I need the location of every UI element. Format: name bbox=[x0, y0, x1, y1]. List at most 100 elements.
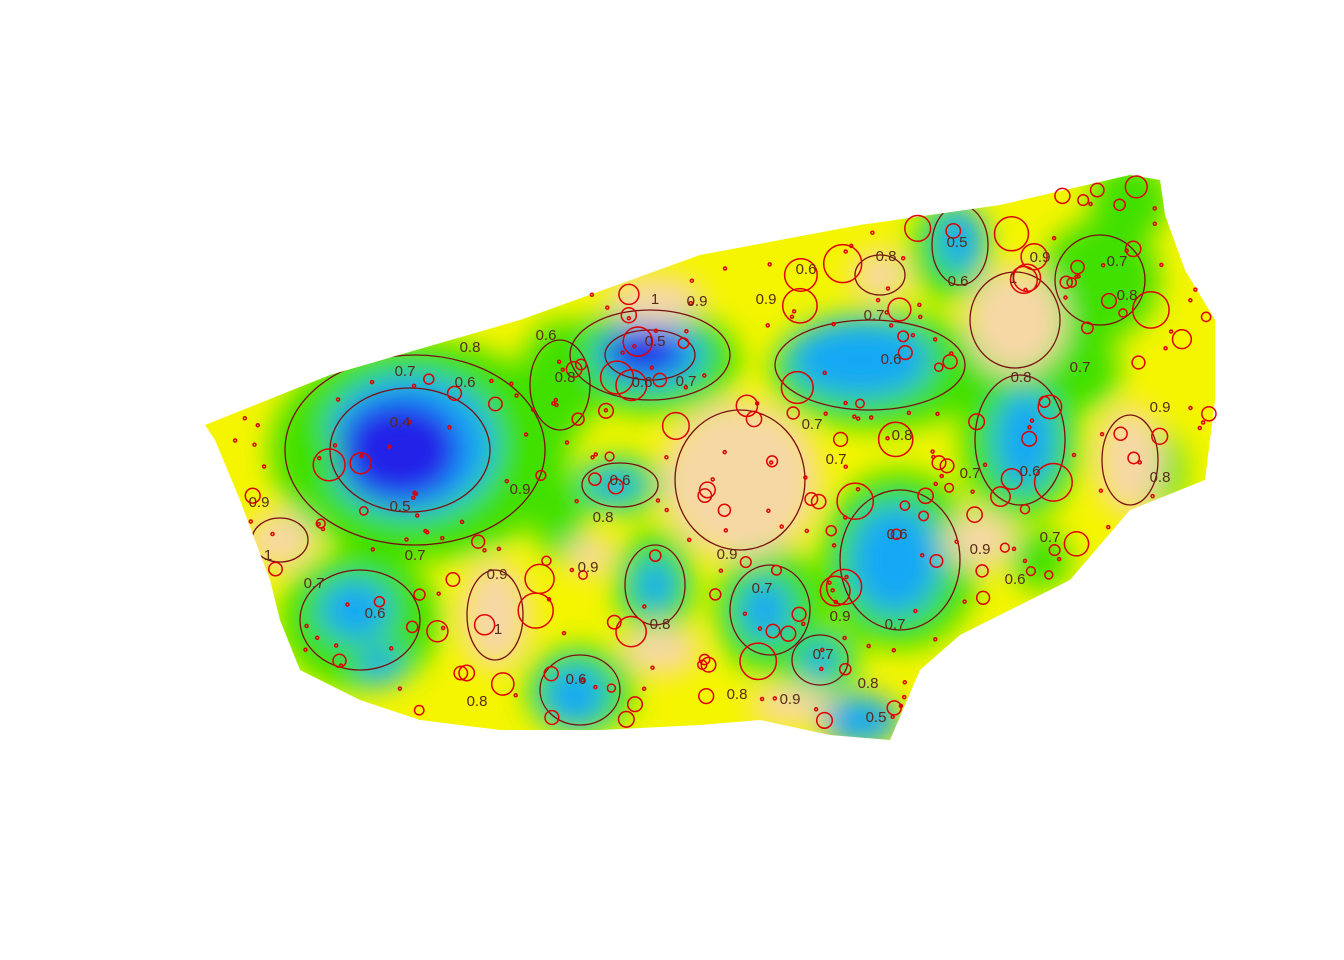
sample-point bbox=[1151, 427, 1169, 445]
sample-point bbox=[962, 599, 967, 604]
sample-point bbox=[1127, 451, 1141, 465]
sample-point bbox=[530, 407, 536, 412]
contour-line bbox=[581, 462, 659, 508]
color-field bbox=[340, 400, 460, 500]
sample-point bbox=[333, 643, 339, 648]
sample-point bbox=[626, 696, 644, 713]
sample-point bbox=[781, 287, 818, 324]
sample-point bbox=[471, 534, 486, 549]
color-field bbox=[460, 560, 530, 670]
sample-point bbox=[919, 552, 925, 558]
contour-label: 0.7 bbox=[1107, 253, 1128, 270]
sample-point bbox=[1152, 206, 1157, 211]
sample-point bbox=[900, 255, 906, 261]
sample-point bbox=[370, 547, 376, 552]
sample-point bbox=[1027, 425, 1032, 430]
color-field bbox=[360, 647, 400, 683]
contour-label: 0.6 bbox=[536, 327, 557, 344]
sample-point bbox=[412, 490, 417, 496]
sample-point bbox=[1200, 311, 1212, 323]
sample-point bbox=[473, 614, 496, 636]
sample-point bbox=[345, 602, 350, 607]
sample-point bbox=[490, 672, 515, 696]
color-field bbox=[790, 322, 930, 398]
sample-point bbox=[897, 345, 913, 361]
contour-label: 0.6 bbox=[365, 605, 386, 622]
sample-point bbox=[261, 464, 267, 469]
sample-point bbox=[904, 214, 932, 243]
sample-point bbox=[852, 414, 857, 419]
contour-label: 0.4 bbox=[390, 414, 411, 431]
sample-point bbox=[918, 510, 930, 522]
sample-point bbox=[917, 302, 922, 308]
color-field bbox=[520, 320, 600, 440]
sample-point bbox=[823, 411, 828, 416]
sample-point bbox=[569, 567, 575, 573]
sample-point bbox=[1124, 248, 1129, 253]
sample-point bbox=[504, 478, 510, 484]
sample-point bbox=[990, 486, 1011, 508]
contour-line bbox=[839, 489, 961, 631]
sample-point bbox=[833, 599, 839, 605]
contour-line bbox=[569, 309, 731, 401]
sample-point bbox=[791, 606, 807, 622]
sample-point bbox=[597, 402, 615, 419]
sample-point bbox=[866, 643, 871, 649]
color-field bbox=[850, 505, 940, 615]
sample-point bbox=[358, 506, 369, 516]
surface bbox=[205, 175, 1215, 740]
sample-point bbox=[590, 455, 595, 460]
sample-point bbox=[407, 419, 413, 425]
sample-point bbox=[544, 709, 560, 726]
color-field bbox=[995, 390, 1055, 490]
sample-point bbox=[411, 495, 416, 500]
contour-label: 0.5 bbox=[390, 498, 411, 515]
contour-label: 0.9 bbox=[756, 291, 777, 308]
sample-point bbox=[1054, 187, 1071, 205]
sample-point bbox=[855, 416, 861, 421]
contour-label: 0.6 bbox=[948, 273, 969, 290]
sample-point bbox=[683, 385, 689, 390]
sample-point bbox=[440, 625, 446, 631]
contour-line bbox=[854, 254, 906, 296]
sample-point bbox=[1197, 425, 1203, 431]
sample-point bbox=[843, 249, 848, 254]
sample-point bbox=[332, 443, 338, 448]
sample-point bbox=[791, 309, 797, 314]
sample-point bbox=[945, 222, 962, 239]
sample-point bbox=[910, 332, 916, 338]
sample-point bbox=[831, 321, 836, 327]
sample-point bbox=[745, 410, 763, 428]
sample-point bbox=[1100, 262, 1106, 268]
sample-point bbox=[722, 266, 728, 271]
contour-label: 0.6 bbox=[566, 671, 587, 688]
sample-point bbox=[487, 396, 503, 412]
sample-point bbox=[935, 411, 940, 417]
sample-point bbox=[1152, 221, 1158, 227]
sample-point bbox=[1019, 503, 1031, 515]
sample-point bbox=[652, 372, 668, 388]
sample-point bbox=[709, 588, 722, 601]
sample-point bbox=[1076, 274, 1081, 279]
sample-point bbox=[855, 398, 865, 409]
color-field bbox=[660, 400, 820, 560]
sample-point bbox=[1150, 493, 1155, 499]
sample-point bbox=[615, 369, 648, 402]
sample-point bbox=[1063, 530, 1090, 557]
color-field bbox=[1040, 330, 1120, 410]
sample-point bbox=[968, 413, 986, 431]
sample-point bbox=[618, 283, 640, 306]
contour-label: 0.8 bbox=[876, 248, 897, 265]
sample-point bbox=[317, 455, 322, 461]
sample-point bbox=[836, 482, 875, 521]
sample-point bbox=[890, 528, 903, 541]
sample-point bbox=[482, 548, 487, 553]
sample-point bbox=[252, 442, 257, 447]
sample-point bbox=[1021, 430, 1038, 447]
contour-line bbox=[791, 634, 849, 686]
sample-point bbox=[1023, 287, 1028, 293]
sample-point bbox=[605, 305, 610, 310]
contour-label: 0.7 bbox=[395, 363, 416, 380]
sample-point bbox=[1009, 265, 1039, 295]
sample-point bbox=[560, 367, 566, 372]
